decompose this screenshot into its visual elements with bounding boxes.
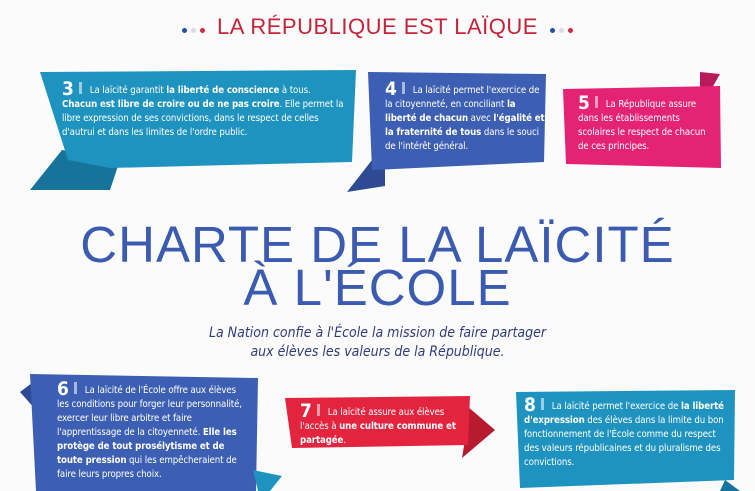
- red-dot: [567, 27, 573, 33]
- ribbon-5-fold: [700, 72, 720, 90]
- ribbon-fold-decoration: [253, 470, 282, 491]
- article-number: 3: [62, 78, 74, 100]
- separator-bar: [78, 82, 82, 94]
- blue-dot: [182, 27, 188, 33]
- tricolor-dots-right: [548, 18, 575, 37]
- page-title-line1: CHARTE DE LA LAÏCITÉ: [80, 216, 675, 273]
- article-number: 6: [57, 378, 69, 400]
- article-text: La laïcité permet l'exercice de la citoy…: [385, 85, 540, 110]
- ribbon-8-fold: [720, 480, 740, 491]
- separator-bar: [316, 404, 320, 416]
- article-highlight: la liberté d'expression: [524, 401, 724, 426]
- separator-bar: [73, 382, 77, 394]
- subtitle-line1: La Nation confie à l'École la mission de…: [208, 325, 547, 341]
- tricolor-dots-left: [180, 18, 207, 37]
- ribbon-5: [563, 86, 721, 168]
- article-text: La laïcité garantit: [89, 85, 167, 96]
- subtitle-line2: aux élèves les valeurs de la République.: [250, 344, 505, 360]
- article-8: 8 La laïcité permet l'exercice de la libe…: [524, 396, 729, 470]
- ribbon-8: [516, 390, 735, 488]
- article-highlight: la liberté de conscience: [166, 85, 280, 96]
- article-number: 4: [385, 78, 397, 100]
- article-4: 4 La laïcité permet l'exercice de la cito…: [385, 80, 545, 154]
- separator-bar: [594, 96, 598, 108]
- article-5: 5 La République assure dans les établisse…: [578, 94, 714, 154]
- article-number: 8: [524, 394, 536, 416]
- article-6: 6 La laïcité de l'École offre aux élèves …: [57, 380, 243, 482]
- article-text: .: [343, 435, 346, 446]
- article-highlight: une culture commune et partagée: [300, 421, 456, 446]
- header-title: LA RÉPUBLIQUE EST LAÏQUE: [217, 14, 538, 39]
- article-text: La République assure dans les établissem…: [578, 99, 706, 152]
- article-highlight: Chacun est libre de croire ou de ne pas …: [62, 99, 280, 110]
- article-text: qui les empêcheraient de faire leurs pro…: [57, 455, 237, 480]
- article-text: La laïcité assure aux élèves l'accès à: [300, 407, 445, 432]
- article-text: à tous.: [279, 85, 311, 96]
- article-text: La laïcité permet l'exercice de: [551, 401, 681, 412]
- article-number: 7: [300, 400, 312, 422]
- article-number: 5: [578, 92, 590, 114]
- article-7: 7 La laïcité assure aux élèves l'accès à …: [300, 402, 460, 448]
- white-dot: [191, 27, 197, 33]
- page-title-line2: À L'ÉCOLE: [243, 259, 512, 316]
- blue-dot: [549, 27, 555, 33]
- article-text: des élèves dans la limite du bon fonctio…: [524, 415, 724, 468]
- article-text: La laïcité de l'École offre aux élèves l…: [57, 385, 242, 438]
- article-highlight: la liberté de chacun: [385, 99, 516, 124]
- ribbon-6: [30, 374, 258, 491]
- separator-bar: [540, 398, 544, 410]
- ribbon-3: [40, 70, 356, 168]
- article-text: . Elle permet la libre expression de ses…: [62, 99, 344, 138]
- ribbon-4: [368, 72, 546, 170]
- separator-bar: [401, 82, 405, 94]
- red-dot: [200, 27, 206, 33]
- article-highlight: l'égalité et la fraternité de tous: [385, 113, 545, 138]
- article-3: 3 La laïcité garantit la liberté de consc…: [62, 80, 344, 140]
- ribbon-7: [285, 396, 470, 448]
- article-text: avec: [468, 113, 494, 124]
- article-text: dans le souci de l'intérêt général.: [385, 127, 539, 152]
- white-dot: [558, 27, 564, 33]
- subtitle: La Nation confie à l'École la mission de…: [0, 324, 755, 362]
- article-highlight: Elle les protège de tout prosélytisme et…: [57, 427, 237, 466]
- header: LA RÉPUBLIQUE EST LAÏQUE: [0, 14, 755, 40]
